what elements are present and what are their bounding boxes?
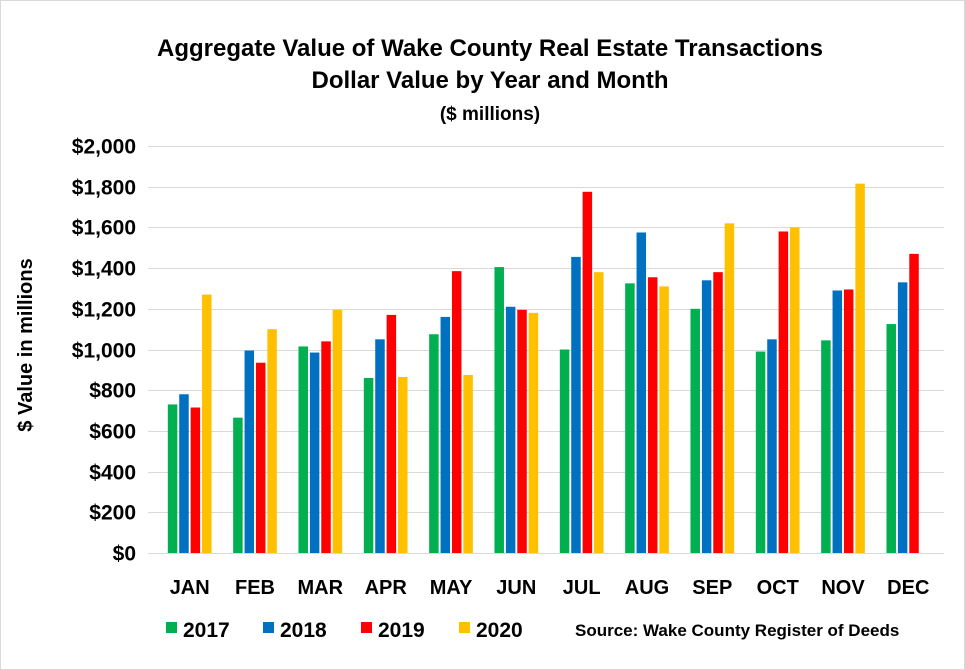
bar-2017-sep [690,308,700,553]
bar-2020-feb [267,329,277,553]
x-tick-label-jul: JUL [563,577,601,599]
x-tick-label-may: MAY [430,577,473,599]
chart-subtitle: Dollar Value by Year and Month [312,67,669,94]
bar-2017-jan [167,404,178,553]
y-tick-label: $1,800 [72,177,136,200]
bar-2018-apr [375,339,385,553]
bar-2018-sep [701,280,712,553]
legend-swatch-2017 [166,622,177,633]
bar-2018-dec [897,282,908,553]
bar-2018-jan [179,394,189,553]
bar-2020-aug [659,286,669,553]
bar-2019-jan [190,407,201,553]
bar-2018-aug [636,232,647,554]
bar-2018-jul [571,256,581,553]
bars [167,183,919,554]
x-tick-label-mar: MAR [298,577,344,599]
y-tick-label: $800 [89,380,136,403]
chart-title: Aggregate Value of Wake County Real Esta… [157,35,823,62]
bar-2019-oct [778,231,789,553]
x-tick-label-dec: DEC [887,577,929,599]
legend-item-2020: 2020 [459,619,523,642]
bar-2018-mar [309,352,320,553]
bar-2018-may [440,316,451,553]
bar-2019-may [451,271,462,553]
bar-2020-apr [398,376,408,553]
legend-label-2018: 2018 [280,619,327,642]
bar-2017-apr [363,377,374,553]
x-tick-label-jan: JAN [170,577,210,599]
bar-2019-sep [713,272,723,553]
y-tick-label: $600 [89,421,136,444]
legend-label-2019: 2019 [378,619,425,642]
source-note: Source: Wake County Register of Deeds [575,621,899,640]
bar-2017-may [429,334,439,553]
bar-2020-mar [332,309,343,553]
bar-2017-jun [494,267,504,553]
bar-2019-jun [517,309,527,553]
y-tick-label: $2,000 [72,136,136,159]
y-axis-tick-labels: $0 $200 $400 $600 $800 $1,000 $1,200 $1,400 $1,6… [72,136,136,566]
legend-swatch-2018 [263,622,274,633]
legend-label-2020: 2020 [476,619,523,642]
y-tick-label: $1,200 [72,299,136,322]
bar-2020-nov [855,183,865,553]
bar-2018-feb [244,350,255,553]
bar-2020-jul [594,272,604,553]
bar-2019-dec [909,253,919,554]
legend-item-2017: 2017 [166,619,230,642]
bar-2018-oct [767,339,777,553]
legend-swatch-2020 [459,622,470,633]
x-tick-label-nov: NOV [821,577,865,599]
bar-2018-jun [505,306,516,553]
bar-2019-feb [255,362,266,553]
legend-label-2017: 2017 [183,619,230,642]
y-tick-label: $400 [89,462,136,485]
bar-2019-jul [582,191,593,554]
x-tick-label-feb: FEB [235,577,275,599]
x-tick-label-oct: OCT [757,577,799,599]
legend-item-2018: 2018 [263,619,327,642]
y-tick-label: $0 [113,543,136,566]
bar-2019-nov [843,289,854,553]
y-tick-label: $200 [89,502,136,525]
legend-swatch-2019 [361,622,372,633]
bar-2018-nov [832,290,843,553]
bar-2020-may [463,374,473,553]
x-axis-tick-labels: JAN FEB MAR APR MAY JUN JUL AUG SEP OCT NOV DEC [170,577,930,599]
legend: 2017 2018 2019 2020 [166,619,523,642]
chart-units-note: ($ millions) [440,104,540,125]
bar-2017-nov [821,340,831,553]
bar-2017-dec [886,324,896,553]
x-tick-label-apr: APR [365,577,408,599]
x-tick-label-sep: SEP [692,577,732,599]
bar-2017-oct [755,351,766,553]
x-tick-label-jun: JUN [496,577,536,599]
bar-2017-jul [559,349,570,553]
x-tick-label-aug: AUG [625,577,669,599]
y-tick-label: $1,600 [72,217,136,240]
bar-2020-sep [724,223,735,553]
bar-2017-feb [233,417,243,553]
bar-2017-aug [625,283,635,553]
legend-item-2019: 2019 [361,619,425,642]
y-tick-label: $1,400 [72,258,136,281]
y-axis-label: $ Value in millions [15,258,37,431]
bar-2017-mar [298,346,308,553]
bar-2019-aug [647,277,658,553]
bar-2020-oct [790,227,800,553]
gridlines [148,146,944,554]
bar-2020-jun [528,312,539,553]
bar-2019-mar [321,341,331,553]
y-tick-label: $1,000 [72,340,136,363]
bar-2019-apr [386,314,397,553]
bar-2020-jan [202,294,212,553]
